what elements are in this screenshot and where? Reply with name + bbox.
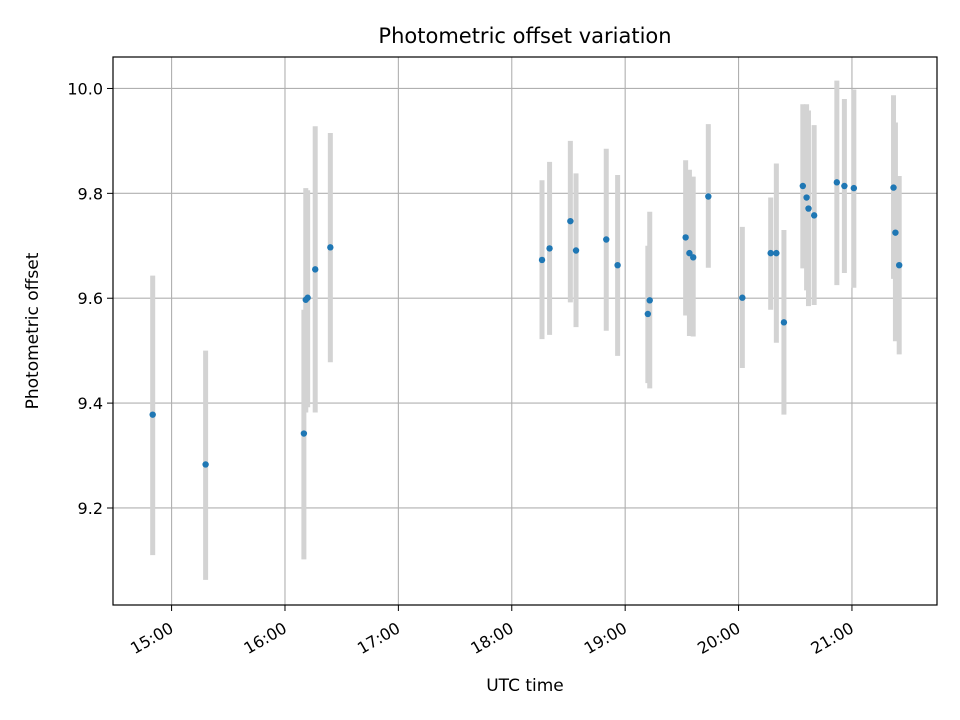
data-point — [810, 212, 818, 219]
y-tick-label: 9.2 — [78, 499, 103, 518]
data-point — [644, 310, 652, 318]
data-point — [767, 249, 774, 257]
data-point — [603, 236, 610, 243]
data-point — [773, 249, 780, 257]
y-axis-ticks: 9.2 9.4 9.6 9.8 10.0 — [67, 79, 113, 518]
data-point — [300, 430, 308, 437]
y-tick-label: 9.4 — [78, 394, 103, 413]
data-point — [892, 229, 899, 236]
data-point — [682, 234, 689, 241]
data-point — [705, 193, 712, 200]
data-point — [690, 254, 697, 261]
chart-title: Photometric offset variation — [378, 24, 671, 48]
data-point — [538, 256, 546, 264]
data-point — [850, 184, 858, 192]
y-tick-label: 9.8 — [78, 184, 103, 203]
data-point — [304, 294, 311, 301]
x-axis-title: UTC time — [486, 676, 564, 696]
data-point — [327, 244, 334, 251]
data-point — [841, 182, 848, 190]
data-point — [739, 294, 746, 301]
data-point — [572, 247, 580, 254]
data-point — [803, 194, 810, 201]
data-point — [567, 217, 574, 225]
grid — [113, 57, 937, 605]
y-axis-title: Photometric offset — [23, 252, 43, 409]
data-point — [805, 205, 812, 212]
data-point — [890, 184, 897, 191]
y-tick-label: 9.6 — [78, 289, 103, 308]
data-point — [614, 261, 621, 269]
data-point — [646, 297, 653, 304]
data-point — [312, 266, 319, 273]
data-point — [780, 319, 788, 326]
data-point — [686, 249, 693, 257]
data-point — [149, 411, 156, 418]
data-point — [799, 182, 807, 190]
plot-frame — [112, 56, 938, 606]
data-point — [833, 179, 841, 186]
data-point — [896, 261, 903, 269]
data-points — [149, 179, 903, 468]
data-point — [546, 245, 553, 252]
y-tick-label: 10.0 — [67, 79, 103, 98]
data-point — [202, 461, 209, 468]
